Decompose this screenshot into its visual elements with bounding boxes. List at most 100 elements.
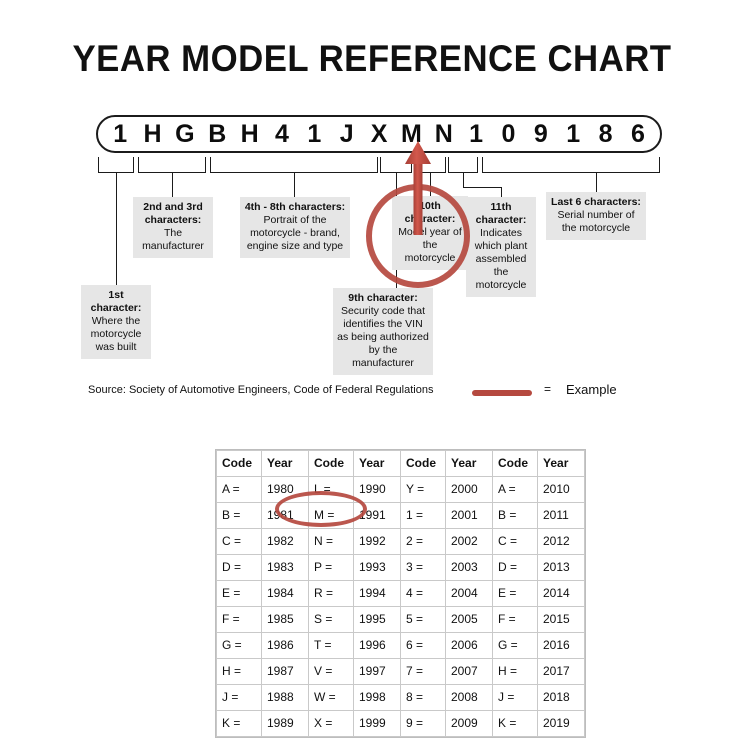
- cell-code: 8 =: [400, 684, 446, 711]
- vin-char-15: 1: [566, 119, 581, 148]
- cell-year: 1990: [353, 476, 401, 503]
- header-year-4: Year: [537, 450, 585, 477]
- cell-year: 2014: [537, 580, 585, 607]
- callout-ninth-character: 9th character: Security code that identi…: [333, 288, 433, 375]
- cell-year: 1982: [261, 528, 309, 555]
- highlight-ellipse-model-year-1991: [275, 491, 367, 527]
- cell-year: 2017: [537, 658, 585, 685]
- table-row: F = 1985 S = 1995 5 = 2005 F = 2015: [216, 606, 585, 633]
- legend-label: Example: [566, 382, 617, 397]
- cell-year: 2007: [445, 658, 493, 685]
- table-row: B = 1981 M = 1991 1 = 2001 B = 2011: [216, 502, 585, 529]
- bracket-char-9: [380, 157, 412, 173]
- callout-last-six-characters: Last 6 characters: Serial number of the …: [546, 192, 646, 240]
- cell-year: 1993: [353, 554, 401, 581]
- cell-code: K =: [216, 710, 262, 737]
- cell-code: B =: [216, 502, 262, 529]
- source-legend-row: Source: Society of Automotive Engineers,…: [88, 382, 658, 402]
- table-row: H = 1987 V = 1997 7 = 2007 H = 2017: [216, 658, 585, 685]
- connector-char-10: [430, 173, 431, 196]
- cell-year: 1984: [261, 580, 309, 607]
- cell-year: 2019: [537, 710, 585, 737]
- cell-code: 6 =: [400, 632, 446, 659]
- cell-code: E =: [216, 580, 262, 607]
- cell-year: 2011: [537, 502, 585, 529]
- cell-code: W =: [308, 684, 354, 711]
- header-code-2: Code: [308, 450, 354, 477]
- callout-heading: Last 6 characters:: [551, 196, 641, 208]
- connector-char-11-horizontal: [463, 187, 502, 188]
- header-year-3: Year: [445, 450, 493, 477]
- cell-code: B =: [492, 502, 538, 529]
- callout-body: Serial number of the motorcycle: [557, 209, 635, 234]
- callout-fourth-eighth-characters: 4th - 8th characters: Portrait of the mo…: [240, 197, 350, 258]
- connector-chars-4-8: [294, 173, 295, 197]
- cell-year: 2000: [445, 476, 493, 503]
- callout-heading: 4th - 8th characters:: [244, 201, 346, 213]
- cell-year: 1988: [261, 684, 309, 711]
- vin-char-7: 1: [307, 119, 322, 148]
- cell-year: 1996: [353, 632, 401, 659]
- cell-year: 2016: [537, 632, 585, 659]
- callout-body: Security code that identifies the VIN as…: [337, 305, 429, 369]
- callout-heading: 11th character:: [475, 201, 527, 226]
- cell-code: F =: [216, 606, 262, 633]
- callout-body: Indicates which plant assembled the moto…: [474, 227, 528, 291]
- cell-year: 2005: [445, 606, 493, 633]
- cell-code: S =: [308, 606, 354, 633]
- cell-code: H =: [492, 658, 538, 685]
- header-code-3: Code: [400, 450, 446, 477]
- cell-year: 2008: [445, 684, 493, 711]
- callout-eleventh-character: 11th character: Indicates which plant as…: [466, 197, 536, 297]
- vin-number-box: 1 H G B H 4 1 J X M N 1 0 9 1 8 6: [96, 115, 662, 153]
- cell-code: 1 =: [400, 502, 446, 529]
- vin-char-4: B: [208, 119, 227, 148]
- cell-year: 2012: [537, 528, 585, 555]
- cell-code: H =: [216, 658, 262, 685]
- cell-year: 1985: [261, 606, 309, 633]
- cell-code: 9 =: [400, 710, 446, 737]
- vin-char-3: G: [175, 119, 195, 148]
- bracket-chars-2-3: [138, 157, 206, 173]
- cell-year: 2013: [537, 554, 585, 581]
- header-year-1: Year: [261, 450, 309, 477]
- bracket-char-11: [448, 157, 478, 173]
- cell-code: E =: [492, 580, 538, 607]
- cell-code: 2 =: [400, 528, 446, 555]
- callout-second-third-characters: 2nd and 3rd characters: The manufacturer: [133, 197, 213, 258]
- cell-code: D =: [216, 554, 262, 581]
- cell-year: 2002: [445, 528, 493, 555]
- cell-year: 1999: [353, 710, 401, 737]
- cell-year: 2015: [537, 606, 585, 633]
- cell-code: 3 =: [400, 554, 446, 581]
- cell-year: 1986: [261, 632, 309, 659]
- cell-code: K =: [492, 710, 538, 737]
- cell-year: 2009: [445, 710, 493, 737]
- cell-code: 4 =: [400, 580, 446, 607]
- connector-char-11-stub: [501, 187, 502, 197]
- connector-last-6: [596, 173, 597, 192]
- connector-char-1: [116, 173, 117, 285]
- cell-code: T =: [308, 632, 354, 659]
- vin-char-14: 9: [533, 119, 548, 148]
- cell-code: X =: [308, 710, 354, 737]
- cell-code: C =: [216, 528, 262, 555]
- cell-code: N =: [308, 528, 354, 555]
- cell-year: 1997: [353, 658, 401, 685]
- table-row: D = 1983 P = 1993 3 = 2003 D = 2013: [216, 554, 585, 581]
- vin-char-17: 6: [630, 119, 645, 148]
- cell-code: C =: [492, 528, 538, 555]
- header-code-1: Code: [216, 450, 262, 477]
- cell-code: P =: [308, 554, 354, 581]
- callout-body: Where the motorcycle was built: [90, 315, 142, 353]
- cell-code: G =: [216, 632, 262, 659]
- vin-char-2: H: [143, 119, 162, 148]
- connector-chars-2-3: [172, 173, 173, 197]
- table-row: A = 1980 L = 1990 Y = 2000 A = 2010: [216, 476, 585, 503]
- cell-year: 1983: [261, 554, 309, 581]
- legend-equals-sign: =: [544, 382, 552, 396]
- cell-year: 2004: [445, 580, 493, 607]
- cell-code: R =: [308, 580, 354, 607]
- cell-year: 2010: [537, 476, 585, 503]
